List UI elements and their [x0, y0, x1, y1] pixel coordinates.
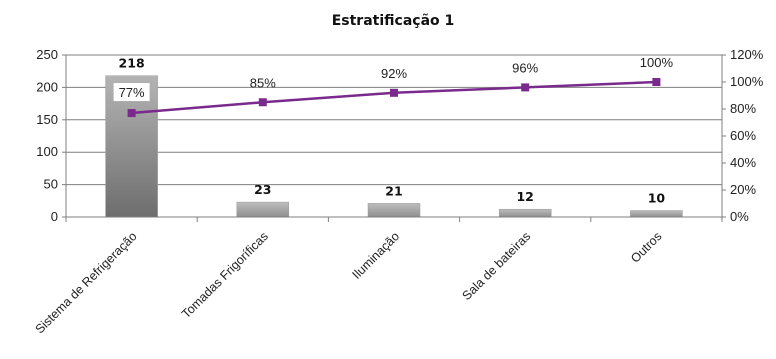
gridlines — [66, 54, 722, 186]
category-label: Sistema de Refrigeração — [33, 229, 140, 336]
cumulative-point — [390, 88, 398, 97]
cumulative-series-line — [131, 80, 657, 115]
pct-label: 85% — [250, 75, 276, 90]
pct-label: 77% — [119, 85, 145, 100]
category-label: Outros — [628, 229, 664, 265]
pct-label-background — [113, 83, 150, 102]
right-tick-label: 100% — [730, 74, 764, 89]
cumulative-point — [521, 83, 530, 92]
category-label: Iluminação — [349, 229, 402, 282]
data-labels: 218 23 21 12 10 77% 85% 92% 96% 100% — [113, 55, 674, 206]
bar-value-label: 23 — [254, 182, 271, 197]
cumulative-line — [127, 78, 661, 118]
bar — [367, 203, 421, 218]
pct-label: 100% — [640, 55, 674, 70]
cumulative-point — [652, 78, 661, 86]
bar — [498, 208, 552, 218]
left-tick-label: 250 — [36, 47, 58, 62]
right-tick-label: 60% — [730, 128, 756, 143]
bar-value-label: 21 — [385, 183, 402, 198]
left-tick-label: 50 — [44, 177, 58, 192]
right-tick-label: 40% — [730, 155, 756, 170]
bar-value-label: 10 — [648, 191, 666, 206]
right-tick-label: 80% — [730, 101, 756, 116]
chart-title: Estratificação 1 — [332, 13, 455, 29]
pct-label: 92% — [381, 66, 407, 81]
bar — [630, 210, 683, 218]
right-tick-label: 0% — [730, 209, 749, 224]
left-tick-label: 200 — [36, 79, 58, 94]
left-tick-label: 100 — [36, 144, 58, 159]
left-tick-label: 150 — [36, 112, 58, 127]
right-tick-label: 120% — [730, 47, 764, 62]
category-label: Sala de bateiras — [460, 229, 534, 303]
category-label: Tomadas Frigoríficas — [179, 229, 271, 321]
left-tick-label: 0 — [51, 209, 58, 224]
pct-label: 96% — [512, 60, 538, 75]
right-tick-label: 20% — [730, 182, 756, 197]
cumulative-point — [258, 98, 267, 107]
bar — [236, 201, 290, 218]
cumulative-point — [127, 109, 136, 118]
bar-value-label: 12 — [516, 189, 533, 204]
bar-value-label: 218 — [119, 56, 145, 71]
